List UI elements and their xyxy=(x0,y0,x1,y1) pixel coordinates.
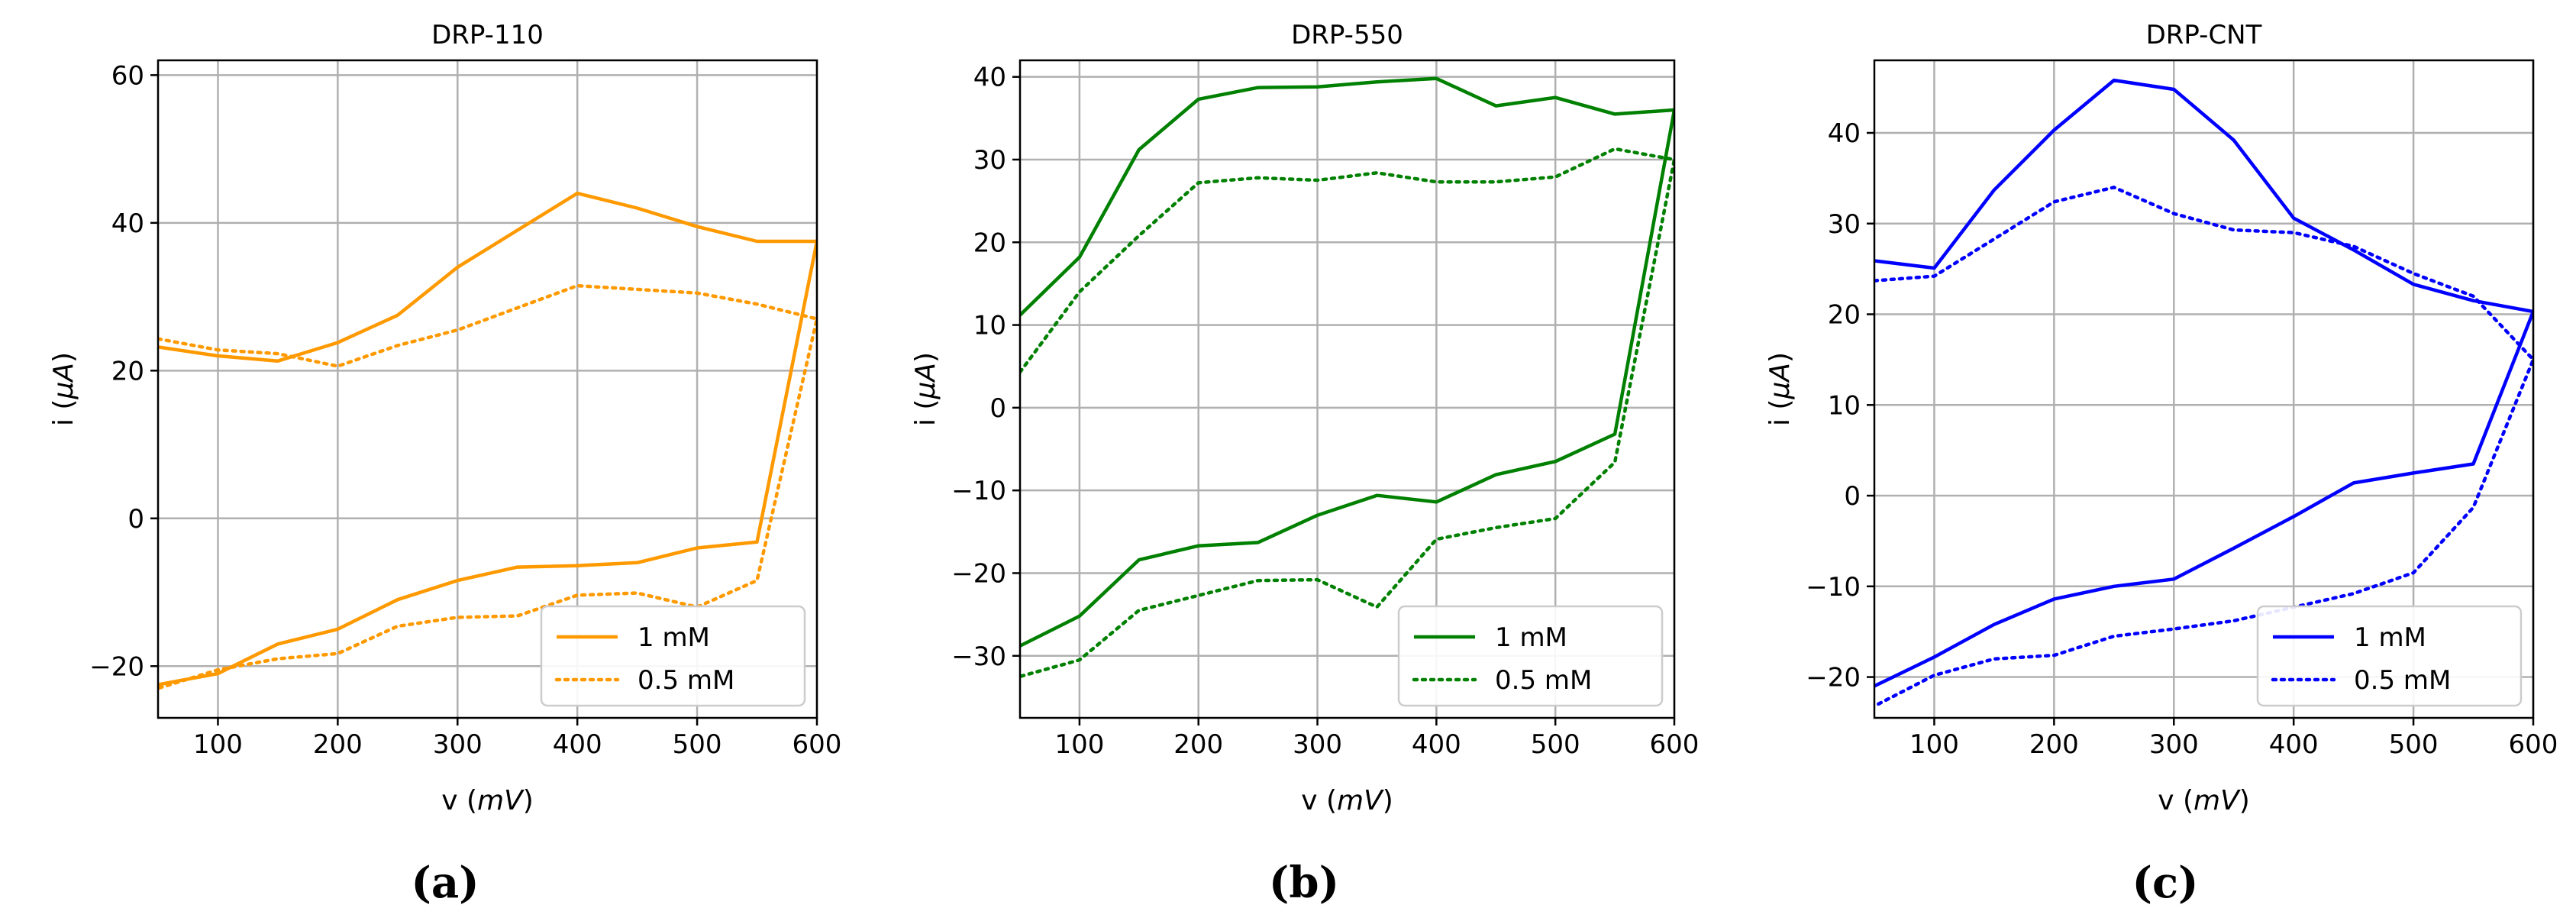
x-tick-label: 500 xyxy=(1531,729,1580,760)
x-tick-label: 600 xyxy=(792,729,842,760)
legend-label: 1 mM xyxy=(2354,622,2426,653)
series-line-dotted xyxy=(1020,147,1674,679)
x-tick-label: 200 xyxy=(1173,729,1223,760)
panel-label: (c) xyxy=(2132,858,2198,908)
x-axis-label: v (mV) xyxy=(1301,785,1393,816)
chart-title: DRP-CNT xyxy=(2146,20,2262,50)
x-tick-label: 400 xyxy=(553,729,602,760)
y-tick-label: −20 xyxy=(1806,663,1861,693)
legend: 1 mM 0.5 mM xyxy=(540,605,806,707)
chart-2: 100 200 300 400 500 600 −30 −20 −10 0 10 20 30 40 DRP-… xyxy=(910,20,1699,908)
y-tick-label: 40 xyxy=(973,63,1006,93)
x-tick-label: 500 xyxy=(673,729,722,760)
x-axis-label: v (mV) xyxy=(2158,785,2250,816)
y-tick-label: 30 xyxy=(1828,209,1861,240)
y-tick-label: 20 xyxy=(973,228,1006,258)
chart-3: 100 200 300 400 500 600 −20 −10 0 10 20 30 40 DRP-CNT… xyxy=(1764,20,2558,908)
panel-label: (b) xyxy=(1269,858,1339,908)
y-tick-label: 10 xyxy=(973,311,1006,341)
y-tick-label: 0 xyxy=(128,504,144,535)
x-tick-label: 500 xyxy=(2389,729,2439,760)
chart-title: DRP-550 xyxy=(1291,20,1403,50)
x-tick-label: 100 xyxy=(1909,729,1959,760)
y-tick-label: −10 xyxy=(951,476,1006,506)
y-axis-label: i (μA) xyxy=(48,352,79,426)
panel-label: (a) xyxy=(411,858,479,908)
axes-frame xyxy=(157,59,818,719)
y-tick-label: 40 xyxy=(1828,118,1861,149)
series-line-solid xyxy=(1020,76,1674,648)
x-tick-label: 300 xyxy=(2149,729,2199,760)
axes-frame xyxy=(1018,59,1676,719)
y-tick-label: 20 xyxy=(1828,300,1861,331)
x-axis-label: v (mV) xyxy=(441,785,534,816)
x-tick-label: 100 xyxy=(193,729,243,760)
y-tick-label: −20 xyxy=(951,558,1006,589)
y-tick-label: 40 xyxy=(111,208,144,239)
y-axis-label: i (μA) xyxy=(1764,352,1796,426)
y-tick-label: 30 xyxy=(973,145,1006,176)
x-tick-label: 400 xyxy=(1412,729,1461,760)
legend: 1 mM 0.5 mM xyxy=(2256,605,2523,707)
series-line-solid xyxy=(158,191,817,687)
series-line-dotted xyxy=(1874,186,2533,708)
axes-frame xyxy=(1873,59,2535,719)
x-tick-label: 600 xyxy=(2509,729,2558,760)
y-tick-label: −30 xyxy=(951,641,1006,672)
y-tick-label: 10 xyxy=(1828,390,1861,421)
y-tick-label: 60 xyxy=(111,60,144,91)
x-tick-label: 300 xyxy=(1293,729,1342,760)
series-line-solid xyxy=(1874,78,2533,688)
x-tick-label: 300 xyxy=(433,729,483,760)
chart-title: DRP-110 xyxy=(431,20,544,50)
x-tick-label: 100 xyxy=(1054,729,1104,760)
legend: 1 mM 0.5 mM xyxy=(1397,605,1664,707)
legend-label: 0.5 mM xyxy=(1495,665,1592,696)
legend-label: 1 mM xyxy=(638,622,710,653)
y-tick-label: 20 xyxy=(111,356,144,386)
legend-label: 0.5 mM xyxy=(2354,665,2451,696)
chart-1: 100 200 300 400 500 600 −20 0 20 40 60 DRP-110 v (mV… xyxy=(48,20,841,908)
x-tick-label: 600 xyxy=(1650,729,1700,760)
x-tick-label: 200 xyxy=(313,729,363,760)
x-tick-label: 400 xyxy=(2269,729,2319,760)
y-axis-label: i (μA) xyxy=(910,352,941,426)
y-tick-label: 0 xyxy=(989,393,1006,424)
y-tick-label: −20 xyxy=(89,651,144,682)
series-line-dotted xyxy=(158,283,817,690)
x-tick-label: 200 xyxy=(2029,729,2079,760)
legend-label: 0.5 mM xyxy=(638,665,734,696)
y-tick-label: −10 xyxy=(1806,572,1861,603)
y-tick-label: 0 xyxy=(1844,481,1861,512)
legend-label: 1 mM xyxy=(1495,622,1567,653)
